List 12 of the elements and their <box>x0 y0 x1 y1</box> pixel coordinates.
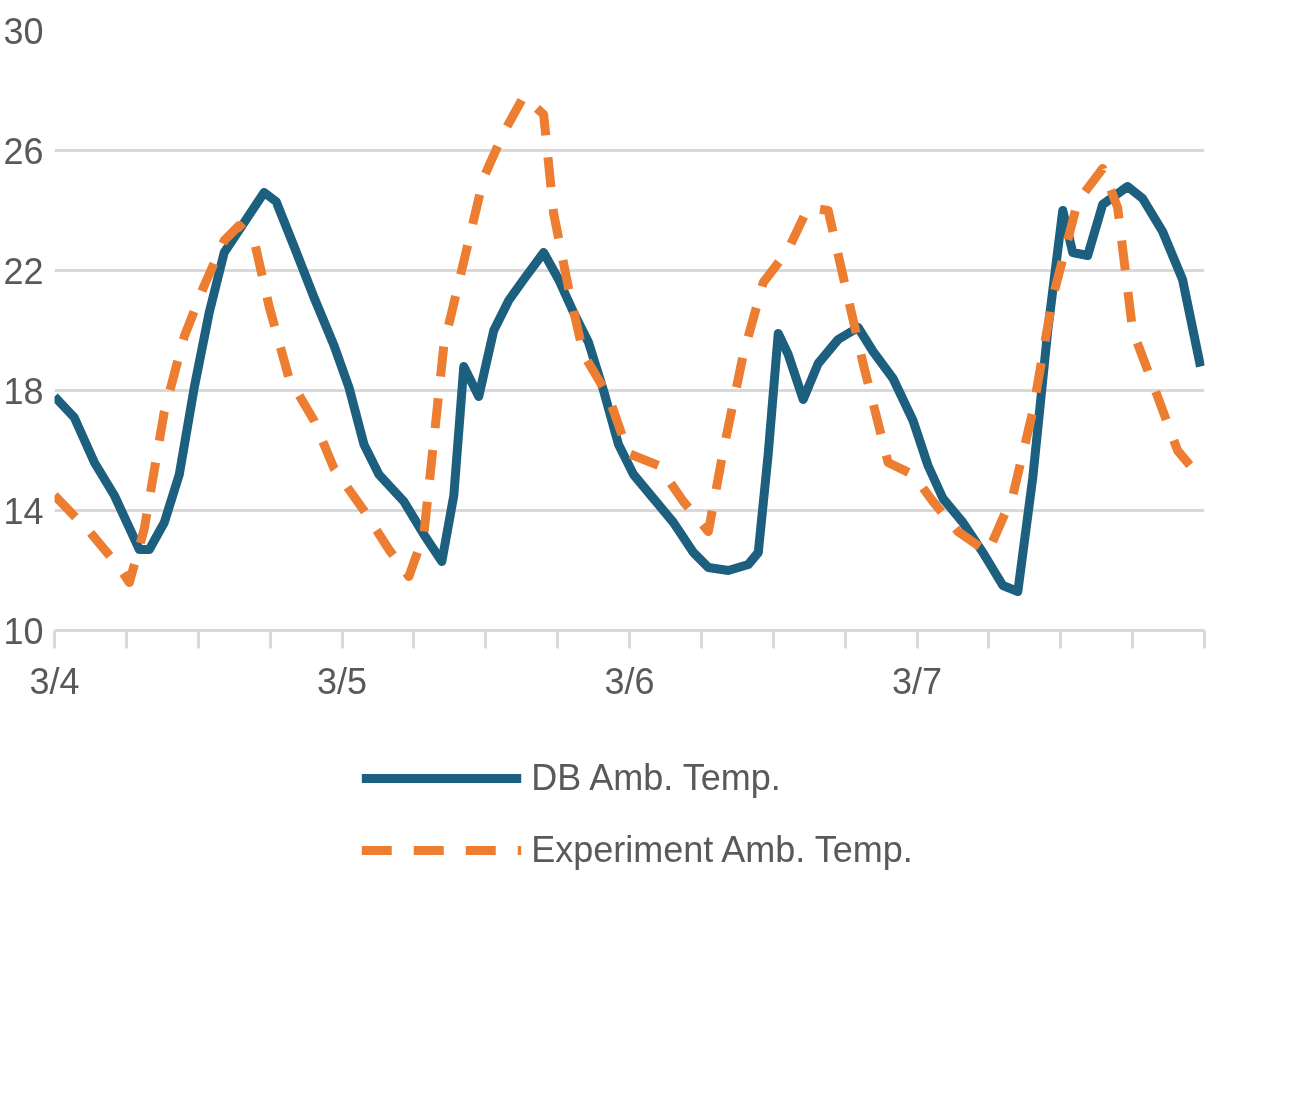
x-tick-label: 3/5 <box>316 660 368 702</box>
y-tick-label: 22 <box>3 250 44 292</box>
y-tick-label: 14 <box>3 490 44 532</box>
x-tick-label: 3/6 <box>604 660 655 702</box>
legend-label: DB Amb. Temp. <box>531 757 781 799</box>
y-tick-label: 18 <box>3 370 44 412</box>
y-tick-label: 26 <box>3 130 44 172</box>
legend-label: Experiment Amb. Temp. <box>531 829 913 871</box>
x-tick-label: 3/7 <box>891 660 943 702</box>
x-tick-label: 3/4 <box>29 660 80 702</box>
y-tick-label: 30 <box>3 10 44 52</box>
y-tick-label: 10 <box>3 610 44 652</box>
